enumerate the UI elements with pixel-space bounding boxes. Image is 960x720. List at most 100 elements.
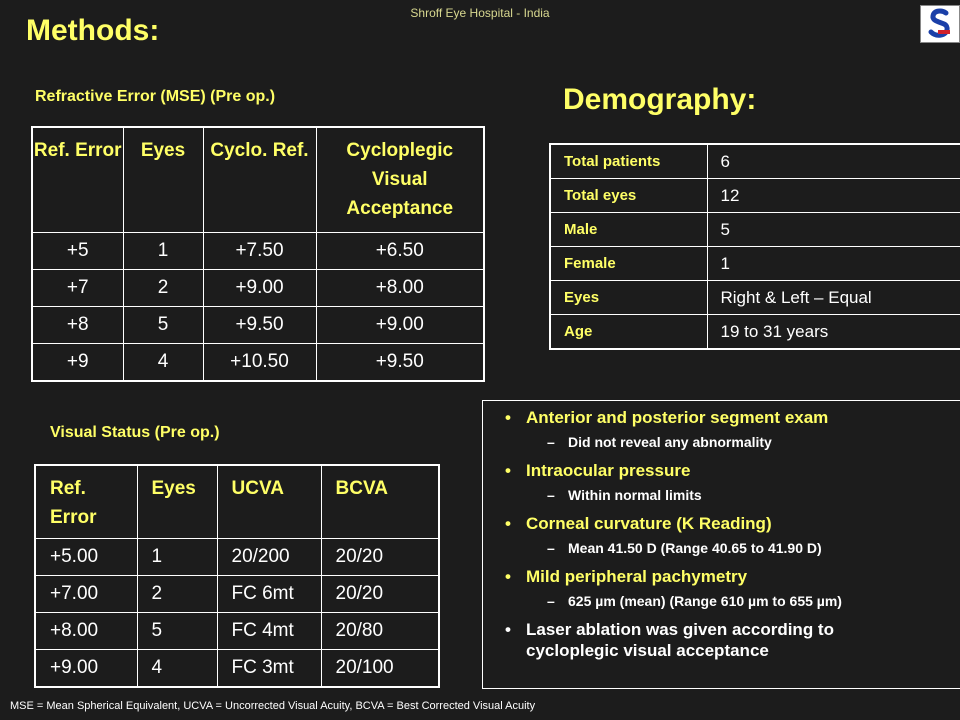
demography-label: Age xyxy=(549,314,708,350)
table-cell: 1 xyxy=(122,232,204,270)
header-cell: Ref. Error xyxy=(31,126,124,233)
table-row: +7 2 +9.00 +8.00 xyxy=(31,269,485,307)
table-cell: +9.00 xyxy=(315,306,485,344)
finding-subtext: Within normal limits xyxy=(568,487,702,503)
demography-label: Eyes xyxy=(549,280,708,315)
finding-item: • Mild peripheral pachymetry xyxy=(483,566,747,587)
hospital-name: Shroff Eye Hospital - India xyxy=(410,6,550,20)
table-row: Female 1 xyxy=(549,246,960,281)
table-row: Age 19 to 31 years xyxy=(549,314,960,350)
table-header-row: Ref. Error Eyes UCVA BCVA xyxy=(34,464,440,539)
table-cell: FC 4mt xyxy=(216,612,322,650)
table-row: +9.00 4 FC 3mt 20/100 xyxy=(34,649,440,688)
demography-table: Total patients 6 Total eyes 12 Male 5 Fe… xyxy=(549,143,960,350)
header-cell: Eyes xyxy=(136,464,218,539)
table-cell: +8.00 xyxy=(34,612,138,650)
dash-icon: – xyxy=(547,593,555,609)
finding-item: • Anterior and posterior segment exam xyxy=(483,407,828,428)
finding-item: • Corneal curvature (K Reading) xyxy=(483,513,772,534)
table-cell: 20/80 xyxy=(320,612,440,650)
table-row: +5 1 +7.50 +6.50 xyxy=(31,232,485,270)
table-cell: +5.00 xyxy=(34,538,138,576)
findings-box: • Anterior and posterior segment exam – … xyxy=(482,400,960,689)
table-cell: +7 xyxy=(31,269,124,307)
bullet-icon: • xyxy=(505,461,511,480)
table-cell: +9.00 xyxy=(34,649,138,688)
finding-text: Anterior and posterior segment exam xyxy=(526,408,829,427)
footer-note: MSE = Mean Spherical Equivalent, UCVA = … xyxy=(10,700,536,712)
table-cell: 2 xyxy=(122,269,204,307)
demography-value: 6 xyxy=(706,143,960,179)
demography-value: 19 to 31 years xyxy=(706,314,960,350)
demography-title: Demography: xyxy=(563,83,757,116)
demography-label: Female xyxy=(549,246,708,281)
table-cell: +7.50 xyxy=(202,232,317,270)
finding-text: Corneal curvature (K Reading) xyxy=(526,514,772,533)
table-cell: 2 xyxy=(136,575,218,613)
finding-item: • Intraocular pressure xyxy=(483,460,690,481)
table-row: +9 4 +10.50 +9.50 xyxy=(31,343,485,382)
finding-subtext: 625 µm (mean) (Range 610 µm to 655 µm) xyxy=(568,593,842,609)
demography-label: Male xyxy=(549,212,708,247)
refraction-section-title: Refractive Error (MSE) (Pre op.) xyxy=(35,88,276,105)
header-cell: Cyclo. Ref. xyxy=(202,126,317,233)
visual-status-section-title: Visual Status (Pre op.) xyxy=(50,424,220,441)
bullet-icon: • xyxy=(505,620,511,639)
header-cell: BCVA xyxy=(320,464,440,539)
table-row: +5.00 1 20/200 20/20 xyxy=(34,538,440,576)
visual-status-table: Ref. Error Eyes UCVA BCVA +5.00 1 20/200… xyxy=(34,464,440,688)
table-cell: 20/200 xyxy=(216,538,322,576)
table-cell: FC 3mt xyxy=(216,649,322,688)
table-row: Total eyes 12 xyxy=(549,178,960,213)
finding-item: • Laser ablation was given according to … xyxy=(483,619,926,661)
finding-subitem: – 625 µm (mean) (Range 610 µm to 655 µm) xyxy=(483,591,842,611)
table-row: Eyes Right & Left – Equal xyxy=(549,280,960,315)
finding-subitem: – Mean 41.50 D (Range 40.65 to 41.90 D) xyxy=(483,538,822,558)
table-row: Total patients 6 xyxy=(549,143,960,179)
table-cell: 20/100 xyxy=(320,649,440,688)
table-row: +8.00 5 FC 4mt 20/80 xyxy=(34,612,440,650)
table-row: +8 5 +9.50 +9.00 xyxy=(31,306,485,344)
table-cell: 5 xyxy=(136,612,218,650)
table-cell: +6.50 xyxy=(315,232,485,270)
table-cell: 4 xyxy=(122,343,204,382)
refraction-table: Ref. Error Eyes Cyclo. Ref. Cycloplegic … xyxy=(31,126,485,382)
table-cell: 1 xyxy=(136,538,218,576)
table-row: +7.00 2 FC 6mt 20/20 xyxy=(34,575,440,613)
header-cell: Eyes xyxy=(122,126,204,233)
finding-text: Laser ablation was given according to cy… xyxy=(526,620,834,660)
finding-text: Mild peripheral pachymetry xyxy=(526,567,748,586)
table-row: Male 5 xyxy=(549,212,960,247)
table-cell: +9.50 xyxy=(315,343,485,382)
demography-value: 12 xyxy=(706,178,960,213)
dash-icon: – xyxy=(547,540,555,556)
header-cell: UCVA xyxy=(216,464,322,539)
dash-icon: – xyxy=(547,434,555,450)
table-cell: +8.00 xyxy=(315,269,485,307)
finding-subitem: – Did not reveal any abnormality xyxy=(483,432,772,452)
finding-subitem: – Within normal limits xyxy=(483,485,702,505)
bullet-icon: • xyxy=(505,408,511,427)
demography-value: 1 xyxy=(706,246,960,281)
demography-label: Total eyes xyxy=(549,178,708,213)
table-cell: +9.50 xyxy=(202,306,317,344)
finding-subtext: Mean 41.50 D (Range 40.65 to 41.90 D) xyxy=(568,540,822,556)
demography-value: 5 xyxy=(706,212,960,247)
header-cell: Cycloplegic Visual Acceptance xyxy=(315,126,485,233)
page-title: Methods: xyxy=(26,14,160,47)
table-cell: 20/20 xyxy=(320,538,440,576)
demography-value: Right & Left – Equal xyxy=(706,280,960,315)
table-cell: +7.00 xyxy=(34,575,138,613)
dash-icon: – xyxy=(547,487,555,503)
finding-subtext: Did not reveal any abnormality xyxy=(568,434,772,450)
table-cell: +5 xyxy=(31,232,124,270)
table-cell: +9 xyxy=(31,343,124,382)
table-cell: 5 xyxy=(122,306,204,344)
bullet-icon: • xyxy=(505,514,511,533)
table-cell: FC 6mt xyxy=(216,575,322,613)
finding-text: Intraocular pressure xyxy=(526,461,691,480)
table-cell: +9.00 xyxy=(202,269,317,307)
shroff-logo-icon xyxy=(920,5,960,43)
demography-label: Total patients xyxy=(549,143,708,179)
table-cell: +8 xyxy=(31,306,124,344)
